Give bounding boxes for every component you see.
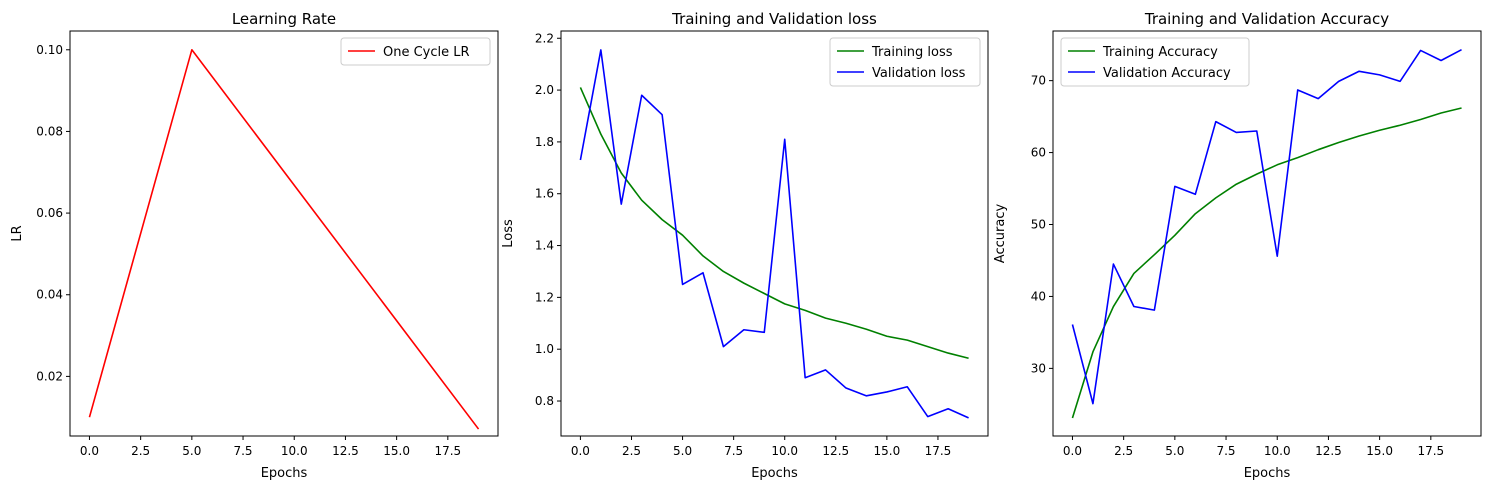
x-axis-label: Epochs	[1244, 466, 1291, 481]
x-tick-label: 10.0	[1264, 444, 1291, 458]
legend-label: Validation loss	[872, 66, 966, 81]
y-tick-label: 30	[1031, 361, 1046, 375]
x-tick-label: 5.0	[182, 444, 201, 458]
legend-box	[340, 37, 491, 66]
y-tick-label: 1.2	[535, 290, 554, 304]
x-tick-label: 2.5	[1114, 444, 1133, 458]
x-tick-label: 5.0	[673, 444, 692, 458]
y-tick-label: 40	[1031, 289, 1046, 303]
legend: One Cycle LR	[340, 37, 491, 66]
axes-frame	[1052, 30, 1482, 437]
legend-label: Training loss	[871, 45, 953, 60]
y-tick-label: 1.0	[535, 342, 554, 356]
x-tick-label: 10.0	[281, 444, 308, 458]
y-tick-label: 0.08	[36, 124, 63, 138]
y-tick-label: 50	[1031, 218, 1046, 232]
y-tick-label: 2.2	[535, 31, 554, 45]
y-tick-label: 0.02	[36, 369, 63, 383]
legend: Training Accuracy Validation Accuracy	[1060, 37, 1250, 87]
y-tick-label: 1.4	[535, 239, 554, 253]
series-line-1	[1071, 107, 1462, 419]
series-line-1	[88, 48, 480, 430]
x-tick-label: 5.0	[1165, 444, 1184, 458]
y-tick-label: 70	[1031, 74, 1046, 88]
x-tick-label: 12.5	[822, 444, 849, 458]
x-tick-label: 0.0	[571, 444, 590, 458]
y-axis-label: Accuracy	[993, 204, 1008, 264]
y-tick-label: 0.04	[36, 288, 63, 302]
y-tick-label: 1.8	[535, 135, 554, 149]
x-tick-label: 12.5	[1315, 444, 1342, 458]
y-tick-label: 60	[1031, 146, 1046, 160]
series-line-1	[579, 87, 969, 360]
x-tick-label: 2.5	[131, 444, 150, 458]
x-axis-label: Epochs	[751, 466, 798, 481]
series-line-2	[1071, 48, 1462, 405]
chart-title: Training and Validation Accuracy	[1144, 10, 1389, 28]
x-tick-label: 7.5	[1216, 444, 1235, 458]
axes-frame	[560, 30, 989, 437]
x-tick-label: 15.0	[874, 444, 901, 458]
chart-panel-3: Training and Validation Accuracy 0.0 2.5 5.…	[993, 10, 1482, 481]
y-tick-label: 0.06	[36, 206, 63, 220]
legend-box	[829, 37, 981, 87]
chart-title: Learning Rate	[232, 10, 336, 28]
x-tick-label: 7.5	[233, 444, 252, 458]
x-tick-label: 7.5	[724, 444, 743, 458]
x-tick-label: 0.0	[80, 444, 99, 458]
y-tick-label: 1.6	[535, 187, 554, 201]
x-axis-label: Epochs	[261, 466, 308, 481]
legend-label: One Cycle LR	[383, 45, 470, 60]
x-tick-label: 2.5	[622, 444, 641, 458]
y-axis-label: LR	[10, 225, 25, 241]
x-tick-label: 15.0	[383, 444, 410, 458]
legend-box	[1060, 37, 1250, 87]
chart-panel-1: Learning Rate 0.0 2.5 5.0 7.5 10.0 12.5 15.0 17.…	[10, 10, 499, 481]
axes-frame	[69, 30, 499, 437]
x-tick-label: 10.0	[771, 444, 798, 458]
x-tick-label: 17.5	[1417, 444, 1444, 458]
x-tick-label: 17.5	[925, 444, 952, 458]
legend: Training loss Validation loss	[829, 37, 981, 87]
y-tick-label: 2.0	[535, 83, 554, 97]
chart-panel-2: Training and Validation loss 0.0 2.5 5.0 7.5…	[501, 10, 989, 481]
chart-title: Training and Validation loss	[671, 10, 877, 28]
x-tick-label: 0.0	[1063, 444, 1082, 458]
y-axis-label: Loss	[501, 219, 516, 248]
x-tick-label: 12.5	[332, 444, 359, 458]
legend-label: Training Accuracy	[1102, 45, 1218, 60]
x-tick-label: 15.0	[1366, 444, 1393, 458]
y-tick-label: 0.10	[36, 43, 63, 57]
y-tick-label: 0.8	[535, 394, 554, 408]
series-line-2	[579, 49, 969, 419]
x-tick-label: 17.5	[434, 444, 461, 458]
legend-label: Validation Accuracy	[1103, 66, 1231, 81]
